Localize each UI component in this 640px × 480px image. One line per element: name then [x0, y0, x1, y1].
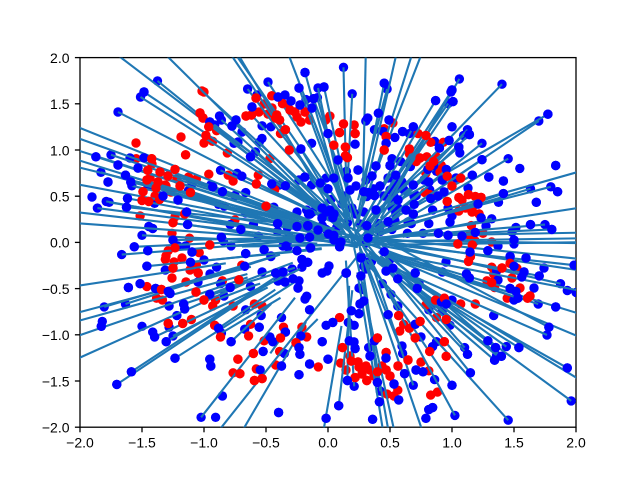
svg-text:1.0: 1.0 — [442, 435, 462, 451]
svg-text:1.0: 1.0 — [50, 142, 70, 158]
svg-text:1.5: 1.5 — [50, 96, 70, 112]
svg-text:2.0: 2.0 — [566, 435, 586, 451]
svg-text:−1.0: −1.0 — [190, 435, 218, 451]
svg-text:2.0: 2.0 — [50, 50, 70, 66]
svg-text:−2.0: −2.0 — [66, 435, 94, 451]
svg-text:−1.0: −1.0 — [42, 327, 70, 343]
svg-text:0.5: 0.5 — [50, 189, 70, 205]
svg-text:−0.5: −0.5 — [252, 435, 280, 451]
svg-text:−1.5: −1.5 — [42, 373, 70, 389]
svg-text:−2.0: −2.0 — [42, 420, 70, 436]
svg-text:1.5: 1.5 — [504, 435, 524, 451]
svg-text:0.0: 0.0 — [318, 435, 338, 451]
svg-text:−0.5: −0.5 — [42, 281, 70, 297]
svg-text:0.5: 0.5 — [380, 435, 400, 451]
svg-text:0.0: 0.0 — [50, 235, 70, 251]
svg-text:−1.5: −1.5 — [128, 435, 156, 451]
